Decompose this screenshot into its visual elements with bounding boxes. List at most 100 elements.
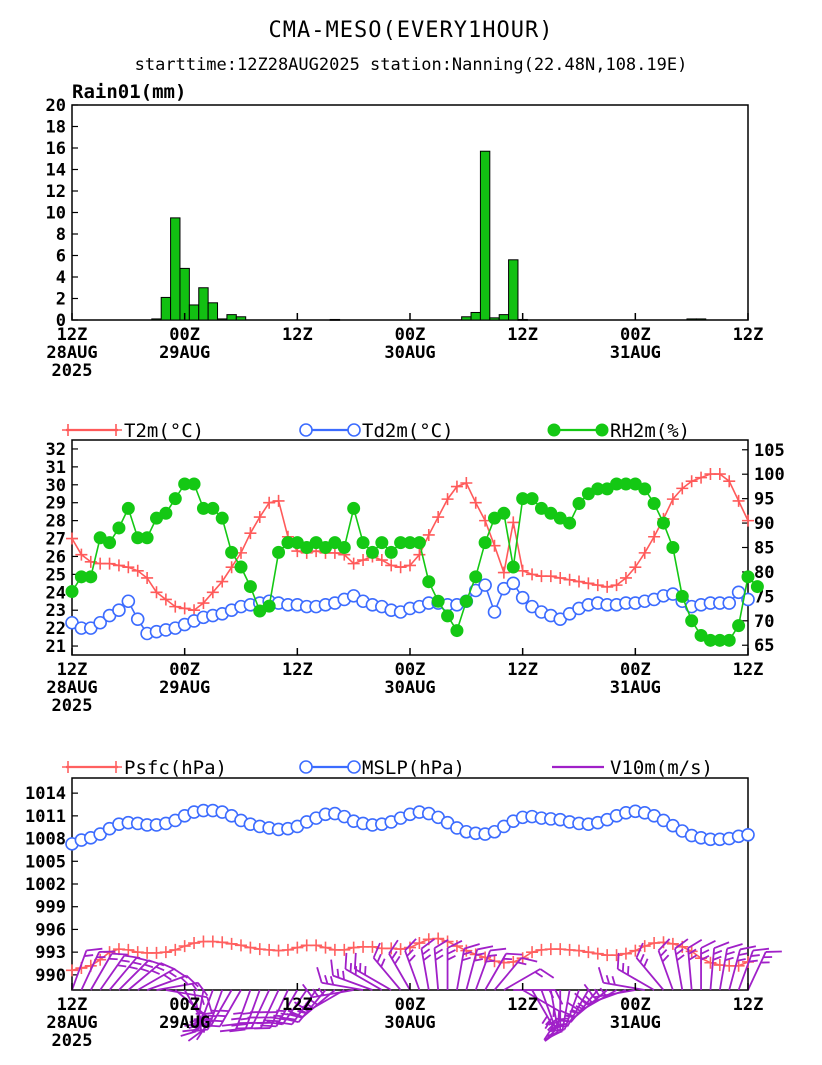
temp-ytick-label: 25 xyxy=(46,565,66,585)
wind-barb-feather xyxy=(506,952,523,956)
wind-barb-feather xyxy=(163,974,172,981)
pres-xtick-label: 31AUG xyxy=(610,1013,661,1033)
td2m-point xyxy=(515,590,530,605)
wind-barb-feather xyxy=(408,954,416,963)
wind-barb-staff xyxy=(718,948,729,991)
wind-barb xyxy=(89,952,128,991)
rh2m-point xyxy=(675,589,689,603)
rh2m-point xyxy=(412,536,426,550)
wind-barb-feather xyxy=(657,938,671,952)
wind-barb xyxy=(127,962,176,991)
wind-barb-staff xyxy=(737,950,754,991)
wind-barb xyxy=(137,968,189,991)
wind-barb xyxy=(433,938,449,991)
wind-barb-staff xyxy=(197,989,214,1030)
temp-ytick-label: 29 xyxy=(46,494,66,514)
wind-barb-feather xyxy=(276,1009,286,1012)
pres-ytick-label: 990 xyxy=(35,966,66,986)
wind-barb-staff xyxy=(465,949,479,991)
wind-barb-feather xyxy=(221,1023,239,1027)
wind-barb-feather xyxy=(283,1007,293,1011)
rain-ytick-label: 14 xyxy=(46,161,66,181)
wind-barb-feather xyxy=(197,982,209,997)
rh2m-point xyxy=(225,545,239,559)
wind-barb-feather xyxy=(160,962,176,971)
wind-barb-feather xyxy=(534,971,544,978)
wind-barb-feather xyxy=(577,1002,586,1009)
wind-barb-feather xyxy=(447,939,463,949)
wind-barb-feather xyxy=(155,965,165,972)
rh2m-point xyxy=(168,492,182,506)
rain-bar xyxy=(235,316,247,321)
wind-barb-feather xyxy=(84,954,94,957)
wind-barb-feather xyxy=(193,1017,203,1021)
wind-barb-staff xyxy=(108,957,138,991)
rh2m-point xyxy=(215,511,229,525)
temp-ytick-label: 22 xyxy=(46,619,66,639)
t2m-point xyxy=(591,579,604,592)
rain-ytick-label: 0 xyxy=(56,311,66,331)
wind-barb-feather xyxy=(204,1011,214,1015)
rain-ytick-label: 8 xyxy=(56,225,66,245)
rain-axis-label: Rain01(mm) xyxy=(72,81,186,103)
chart-subtitle: starttime:12Z28AUG2025 station:Nanning(2… xyxy=(134,55,688,75)
wind-barb-feather xyxy=(557,1023,567,1026)
rh-ytick-label: 95 xyxy=(754,490,774,510)
pres-xtick-label: 00Z xyxy=(395,995,426,1015)
wind-barb-feather xyxy=(616,952,620,970)
psfc-point xyxy=(235,939,247,952)
wind-barb xyxy=(388,939,411,991)
series-v10m xyxy=(71,938,782,1042)
rain-xtick-label: 12Z xyxy=(733,325,764,345)
wind-barb-staff xyxy=(71,950,88,991)
wind-barb-feather xyxy=(752,947,770,952)
pres-xtick-label: 12Z xyxy=(57,995,88,1015)
wind-barb-feather xyxy=(279,1016,296,1021)
temp-ytick-label: 28 xyxy=(46,512,66,532)
wind-barb-feather xyxy=(184,1023,201,1027)
wind-barb-staff xyxy=(674,948,684,991)
t2m-point xyxy=(197,597,210,610)
wind-barb-feather xyxy=(336,968,340,978)
rh2m-point xyxy=(666,541,680,554)
psfc-point xyxy=(159,946,172,959)
wind-barb-feather xyxy=(310,999,319,1006)
wind-barb-feather xyxy=(219,1009,229,1012)
wind-barb xyxy=(80,950,116,991)
wind-barb-feather xyxy=(206,1019,223,1023)
psfc-point xyxy=(66,964,78,977)
wind-barb-feather xyxy=(583,983,595,998)
wind-barb-staff xyxy=(156,981,199,991)
wind-barb-staff xyxy=(433,948,440,991)
wind-barb-feather xyxy=(571,1008,580,1015)
wind-barb-staff xyxy=(522,989,560,1012)
rain-bar xyxy=(329,318,341,321)
rh2m-point xyxy=(469,570,483,584)
wind-barb-feather xyxy=(240,1017,250,1021)
wind-barb-feather xyxy=(359,963,362,972)
wind-barb-feather xyxy=(473,958,484,962)
t2m-point xyxy=(629,561,642,574)
wind-barb-feather xyxy=(144,963,154,969)
wind-barb xyxy=(687,938,703,991)
wind-barb-feather xyxy=(599,987,607,996)
t2m-point xyxy=(573,575,585,588)
wind-barb-feather xyxy=(688,954,698,961)
rh2m-point xyxy=(722,633,736,647)
temp-ytick-label: 26 xyxy=(46,547,66,567)
wind-barb-staff xyxy=(603,981,645,991)
rh2m-point xyxy=(638,482,652,496)
legend-marker xyxy=(110,424,122,436)
wind-barb-feather xyxy=(266,1021,283,1026)
wind-barb-feather xyxy=(748,959,758,963)
wind-barb-staff xyxy=(503,968,541,991)
rh2m-point xyxy=(103,536,117,550)
pres-ytick-label: 996 xyxy=(35,920,66,940)
wind-barb-feather xyxy=(312,988,319,997)
legend-marker xyxy=(547,423,561,437)
rh2m-point xyxy=(356,536,370,550)
wind-barb-feather xyxy=(282,1017,299,1024)
rain-ytick-label: 4 xyxy=(56,268,66,288)
wind-barb xyxy=(747,950,782,991)
wind-barb-feather xyxy=(726,943,743,950)
